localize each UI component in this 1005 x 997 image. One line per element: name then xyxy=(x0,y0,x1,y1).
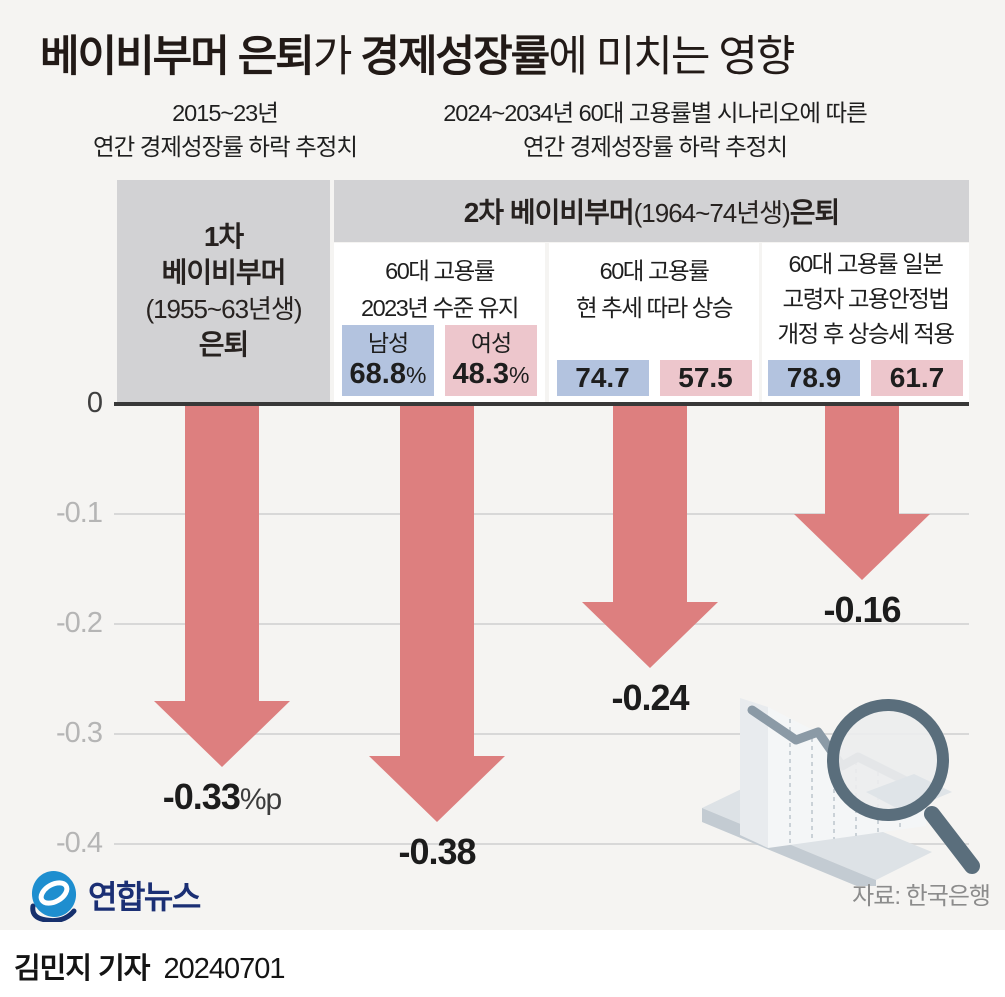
gridline xyxy=(114,623,969,625)
scenario-column-1: 60대 고용률 2023년 수준 유지 남성 68.8% 여성 48.3% xyxy=(334,243,545,402)
subtitle-right: 2024~2034년 60대 고용률별 시나리오에 따른 연간 경제성장률 하락… xyxy=(375,96,935,164)
subtitle-left: 2015~23년 연간 경제성장률 하락 추정치 xyxy=(60,96,390,164)
title-regular-1: 가 xyxy=(312,33,361,81)
y-tick-label: -0.1 xyxy=(56,497,103,529)
female-label: 여성 xyxy=(470,329,512,356)
decline-arrow xyxy=(154,404,290,767)
gridline xyxy=(114,843,969,845)
group2-regular: (1964~74년생) xyxy=(633,197,791,228)
yonhap-logo: 연합뉴스 xyxy=(28,868,201,922)
arrow-value-label: -0.24 xyxy=(530,677,770,719)
group1-line1: 1차 xyxy=(203,221,244,252)
arrow-value-label: -0.33%p xyxy=(102,776,342,818)
magnifier-icon xyxy=(827,699,980,874)
reporter-name: 김민지 기자 xyxy=(14,953,150,985)
scenario2-value-boxes: 74.7 57.5 xyxy=(549,360,759,396)
group1-line4: 은퇴 xyxy=(198,329,250,360)
header-group1-box: 1차 베이비부머 (1955~63년생) 은퇴 xyxy=(117,180,330,402)
group2-bold-1: 2차 베이비부머 xyxy=(463,197,635,228)
scenario3-female-box: 61.7 xyxy=(871,360,963,396)
y-tick-label: -0.4 xyxy=(56,827,103,859)
magnifier-rim xyxy=(827,699,949,821)
publish-date: 20240701 xyxy=(163,953,285,985)
page-title: 베이비부머 은퇴가 경제성장률에 미치는 영향 xyxy=(40,22,795,84)
subtitle-left-line1: 2015~23년 xyxy=(172,100,279,126)
logo-text: 연합뉴스 xyxy=(88,879,201,915)
scenario2-title: 60대 고용률 현 추세 따라 상승 xyxy=(549,253,759,327)
scenario1-title-line2: 2023년 수준 유지 xyxy=(361,295,519,321)
group1-line2: 베이비부머 xyxy=(161,257,287,288)
scenario1-value-boxes: 남성 68.8% 여성 48.3% xyxy=(334,325,545,396)
scenario3-male-box: 78.9 xyxy=(768,360,860,396)
scenario3-title-line2: 고령자 고용안정법 xyxy=(782,286,951,312)
arrow-value-unit: %p xyxy=(239,783,282,816)
lens-platform-reflection xyxy=(866,774,952,812)
gridline xyxy=(114,513,969,515)
gridline xyxy=(114,733,969,735)
source-credit: 자료: 한국은행 xyxy=(852,883,991,910)
declining-chart-illustration xyxy=(702,698,980,886)
scenario3-title-line1: 60대 고용률 일본 xyxy=(788,251,944,277)
title-bold-2: 경제성장률 xyxy=(360,33,550,81)
y-tick-label: 0 xyxy=(86,387,103,419)
arrow-value-label: -0.16 xyxy=(742,589,982,631)
arrow-value-number: -0.24 xyxy=(611,677,689,718)
decline-arrow xyxy=(794,404,930,580)
male-value: 68.8 xyxy=(349,357,406,390)
decline-arrow xyxy=(582,404,718,668)
footer-band: 김민지 기자 20240701 xyxy=(0,930,1005,997)
x-axis-zero-line xyxy=(114,402,969,406)
arrow-value-number: -0.16 xyxy=(823,589,901,630)
scenario2-title-line2: 현 추세 따라 상승 xyxy=(576,295,733,321)
yonhap-logo-icon xyxy=(30,871,77,922)
decline-arrow xyxy=(369,404,505,822)
male-value-suffix: % xyxy=(406,361,427,388)
group1-line3: (1955~63년생) xyxy=(145,294,302,324)
female-value: 48.3 xyxy=(452,357,509,390)
scenario1-male-box: 남성 68.8% xyxy=(342,325,434,396)
byline: 김민지 기자 20240701 xyxy=(14,945,286,987)
arrow-value-number: -0.38 xyxy=(398,831,476,872)
arrow-value-label: -0.38 xyxy=(317,831,557,873)
arrow-value-number: -0.33 xyxy=(162,776,241,817)
title-regular-2: 에 미치는 영향 xyxy=(548,33,795,81)
y-tick-label: -0.2 xyxy=(56,607,103,639)
female-value-suffix: % xyxy=(509,361,530,388)
subtitle-right-line1: 2024~2034년 60대 고용률별 시나리오에 따른 xyxy=(443,100,868,126)
title-bold-1: 베이비부머 은퇴 xyxy=(40,33,315,81)
scenario1-title: 60대 고용률 2023년 수준 유지 xyxy=(334,253,545,327)
header-group2-band: 2차 베이비부머 (1964~74년생) 은퇴 xyxy=(334,180,969,242)
scenario3-value-boxes: 78.9 61.7 xyxy=(762,360,969,396)
scenario2-female-box: 57.5 xyxy=(659,360,752,396)
y-tick-label: -0.3 xyxy=(56,717,103,749)
scenario3-title: 60대 고용률 일본 고령자 고용안정법 개정 후 상승세 적용 xyxy=(762,247,969,352)
scenario2-male-box: 74.7 xyxy=(556,360,649,396)
logo-ring xyxy=(38,880,70,906)
scenario2-title-line1: 60대 고용률 xyxy=(599,258,710,284)
scenario-column-2: 60대 고용률 현 추세 따라 상승 74.7 57.5 xyxy=(549,243,759,402)
chart-wall xyxy=(740,698,768,848)
magnifier-handle xyxy=(924,806,980,874)
male-label: 남성 xyxy=(367,329,409,356)
logo-swoosh xyxy=(30,903,77,922)
scenario-column-3: 60대 고용률 일본 고령자 고용안정법 개정 후 상승세 적용 78.9 61… xyxy=(762,243,969,402)
decline-arrows-layer xyxy=(154,404,930,822)
scenario1-female-box: 여성 48.3% xyxy=(445,325,537,396)
scenario1-title-line1: 60대 고용률 xyxy=(385,258,495,284)
group2-bold-2: 은퇴 xyxy=(789,197,841,228)
scenario3-title-line3: 개정 후 상승세 적용 xyxy=(777,321,955,347)
subtitle-left-line2: 연간 경제성장률 하락 추정치 xyxy=(92,134,358,160)
subtitle-right-line2: 연간 경제성장률 하락 추정치 xyxy=(522,134,788,160)
